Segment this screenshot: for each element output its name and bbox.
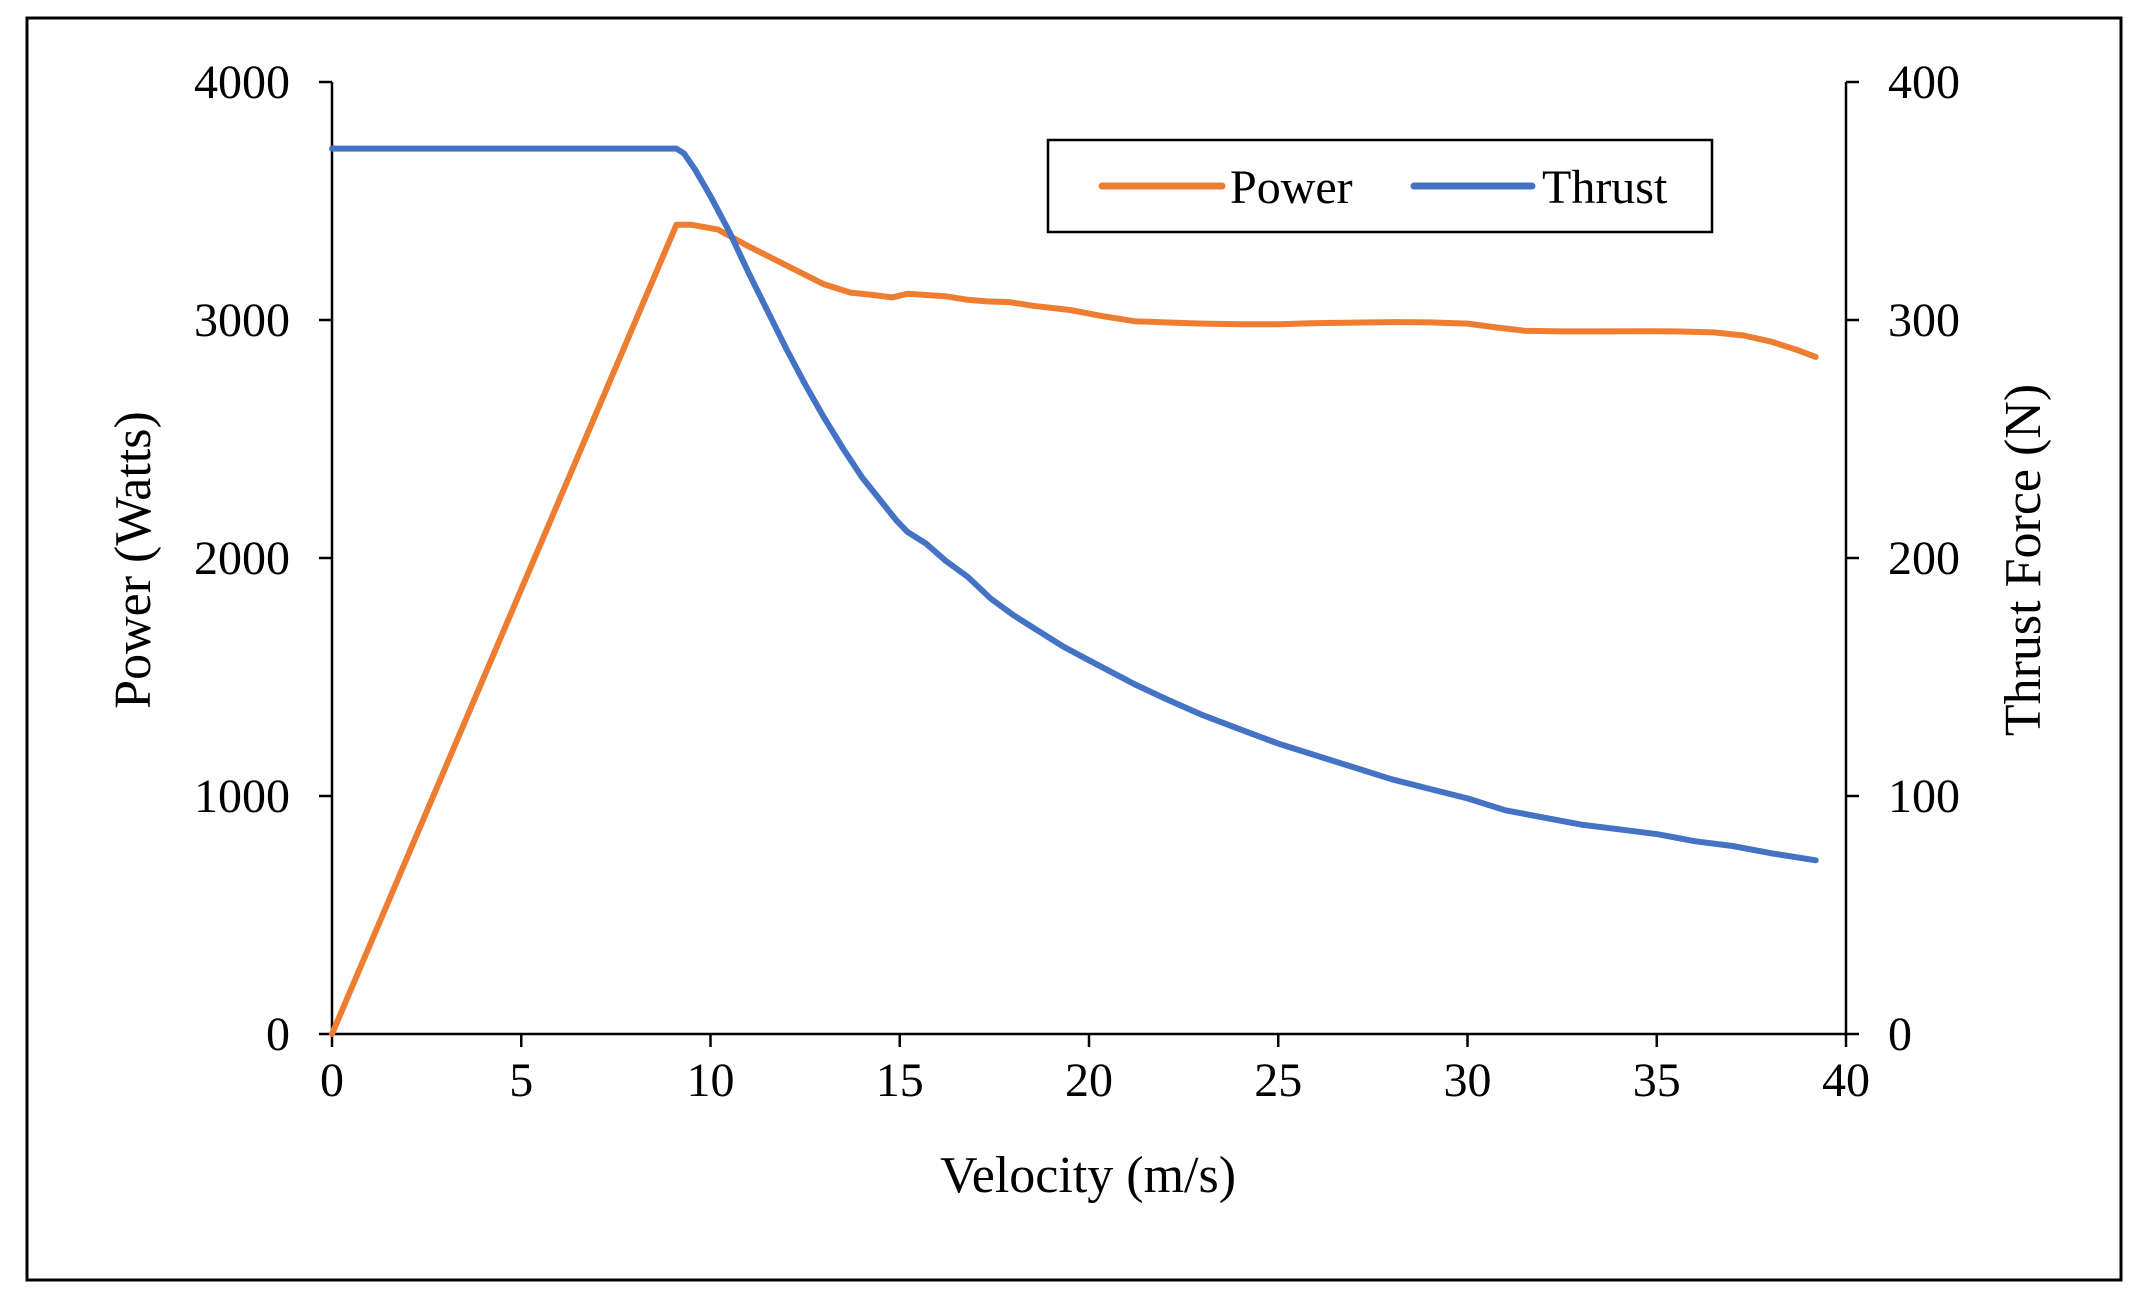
y-tick-label: 1000 <box>194 770 290 823</box>
legend-label-thrust: Thrust <box>1542 161 1668 214</box>
y-axis-title: Power (Watts) <box>105 411 162 709</box>
series-line-thrust <box>329 145 1819 864</box>
x-tick-label: 5 <box>509 1054 533 1107</box>
y2-tick-label: 100 <box>1888 770 1960 823</box>
x-tick-label: 15 <box>876 1054 924 1107</box>
y-tick-label: 2000 <box>194 532 290 585</box>
y-tick-label: 4000 <box>194 56 290 109</box>
x-tick-label: 25 <box>1254 1054 1302 1107</box>
y2-tick-label: 0 <box>1888 1008 1912 1061</box>
x-axis-title: Velocity (m/s) <box>940 1147 1236 1204</box>
y2-axis-title: Thrust Force (N) <box>1995 384 2052 736</box>
x-tick-label: 30 <box>1444 1054 1492 1107</box>
legend: Power Thrust <box>1046 138 1714 234</box>
y2-tick-label: 300 <box>1888 294 1960 347</box>
series-line-power <box>329 221 1819 1037</box>
y2-tick-label: 400 <box>1888 56 1960 109</box>
y2-tick-label: 200 <box>1888 532 1960 585</box>
legend-label-power: Power <box>1230 161 1353 214</box>
y-tick-label: 3000 <box>194 294 290 347</box>
x-tick-label: 40 <box>1822 1054 1870 1107</box>
x-tick-label: 0 <box>320 1054 344 1107</box>
x-tick-label: 35 <box>1633 1054 1681 1107</box>
y-tick-label: 0 <box>266 1008 290 1061</box>
x-tick-label: 20 <box>1065 1054 1113 1107</box>
x-tick-label: 10 <box>687 1054 735 1107</box>
